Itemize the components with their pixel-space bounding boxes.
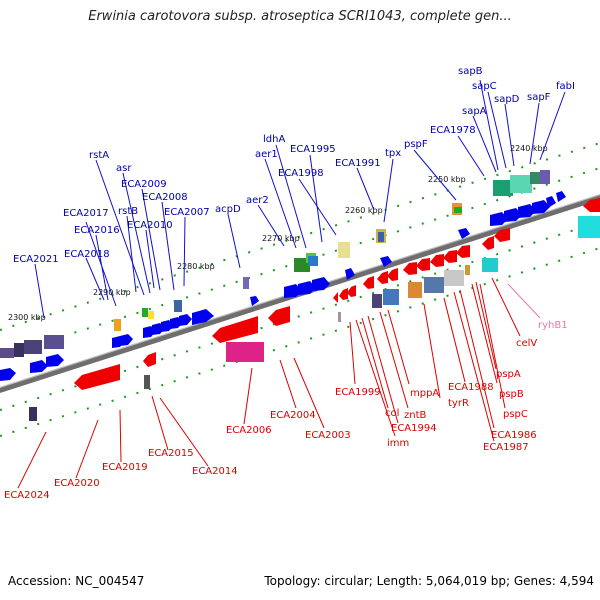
gene-label-ECA2019[interactable]: ECA2019 <box>102 462 148 473</box>
gene-label-ECA1999[interactable]: ECA1999 <box>335 387 381 398</box>
gene-label-ECA2020[interactable]: ECA2020 <box>54 478 100 489</box>
gene-label-ECA2009[interactable]: ECA2009 <box>121 179 167 190</box>
gene-label-rstA[interactable]: rstA <box>89 150 109 161</box>
reverse-gene-arrows <box>74 198 600 390</box>
gene-label-ECA1994[interactable]: ECA1994 <box>391 423 437 434</box>
gene-label-ECA2008[interactable]: ECA2008 <box>142 192 188 203</box>
gene-label-aer2[interactable]: aer2 <box>246 195 269 206</box>
gene-label-ECA2006[interactable]: ECA2006 <box>226 425 272 436</box>
gene-label-ECA1987[interactable]: ECA1987 <box>483 442 529 453</box>
gene-label-sapD[interactable]: sapD <box>494 94 520 105</box>
reverse-leader-lines <box>17 277 541 489</box>
forward-gene-arrows <box>0 191 566 381</box>
forward-feature-row-outer <box>0 170 550 358</box>
scale-label-2240: 2240 kbp <box>510 144 548 153</box>
gene-label-aer1[interactable]: aer1 <box>255 149 278 160</box>
gene-label-ECA2024[interactable]: ECA2024 <box>4 490 50 501</box>
gene-label-ldhA[interactable]: ldhA <box>263 134 285 145</box>
gene-label-ECA2004[interactable]: ECA2004 <box>270 410 316 421</box>
gene-label-tpx[interactable]: tpx <box>385 148 401 159</box>
accession-text: Accession: NC_004547 <box>8 574 145 588</box>
gene-label-zntB[interactable]: zntB <box>404 410 427 421</box>
gene-label-col[interactable]: col <box>385 408 399 419</box>
gene-label-sapF[interactable]: sapF <box>527 92 551 103</box>
gene-label-ECA2021[interactable]: ECA2021 <box>13 254 59 265</box>
gene-label-pspF[interactable]: pspF <box>404 139 428 150</box>
gene-label-sapB[interactable]: sapB <box>458 66 483 77</box>
tick-track-outer-reverse <box>0 247 600 437</box>
gene-label-ECA2015[interactable]: ECA2015 <box>148 448 194 459</box>
scale-label-2260: 2260 kbp <box>345 206 383 215</box>
tick-track-inner-forward <box>0 167 600 357</box>
gene-label-fabI[interactable]: fabI <box>556 81 575 92</box>
genome-summary-text: Topology: circular; Length: 5,064,019 bp… <box>264 574 594 588</box>
scale-label-2250: 2250 kbp <box>428 175 466 184</box>
gene-label-sapA[interactable]: sapA <box>462 106 487 117</box>
scale-label-2290: 2290 kbp <box>93 288 131 297</box>
scale-label-2280: 2280 kbp <box>177 262 215 271</box>
gene-label-ECA1986[interactable]: ECA1986 <box>491 430 537 441</box>
gene-label-mppA[interactable]: mppA <box>410 388 439 399</box>
gene-label-sapC[interactable]: sapC <box>472 81 497 92</box>
forward-leader-lines <box>34 79 566 319</box>
gene-label-pspC[interactable]: pspC <box>503 409 528 420</box>
gene-label-pspB[interactable]: pspB <box>499 389 524 400</box>
gene-label-ECA2014[interactable]: ECA2014 <box>192 466 238 477</box>
gene-label-rstB[interactable]: rstB <box>118 206 138 217</box>
gene-label-ECA2017[interactable]: ECA2017 <box>63 208 109 219</box>
gene-label-ECA1998[interactable]: ECA1998 <box>278 168 324 179</box>
gene-label-ECA1978[interactable]: ECA1978 <box>430 125 476 136</box>
map-title: Erwinia carotovora subsp. atroseptica SC… <box>88 9 512 24</box>
gene-label-ECA2003[interactable]: ECA2003 <box>305 430 351 441</box>
gene-label-tyrR[interactable]: tyrR <box>448 398 469 409</box>
gene-label-ECA1988[interactable]: ECA1988 <box>448 382 494 393</box>
gene-label-ECA2016[interactable]: ECA2016 <box>74 225 120 236</box>
gene-label-ECA1995[interactable]: ECA1995 <box>290 144 336 155</box>
scale-label-2270: 2270 kbp <box>262 234 300 243</box>
gene-label-pspA[interactable]: pspA <box>496 369 521 380</box>
gene-label-acpD[interactable]: acpD <box>215 204 241 215</box>
gene-label-ryhB1[interactable]: ryhB1 <box>538 320 568 331</box>
gene-label-ECA2010[interactable]: ECA2010 <box>127 220 173 231</box>
gene-label-asr[interactable]: asr <box>116 163 132 174</box>
reverse-feature-row <box>29 216 600 421</box>
gene-label-ECA2018[interactable]: ECA2018 <box>64 249 110 260</box>
scale-label-2300: 2300 kbp <box>8 313 46 322</box>
gene-label-ECA2007[interactable]: ECA2007 <box>164 207 210 218</box>
gene-label-imm[interactable]: imm <box>387 438 409 449</box>
gene-label-ECA1991[interactable]: ECA1991 <box>335 158 381 169</box>
gene-label-celV[interactable]: celV <box>516 338 537 349</box>
tick-track-outer-forward <box>0 142 600 331</box>
